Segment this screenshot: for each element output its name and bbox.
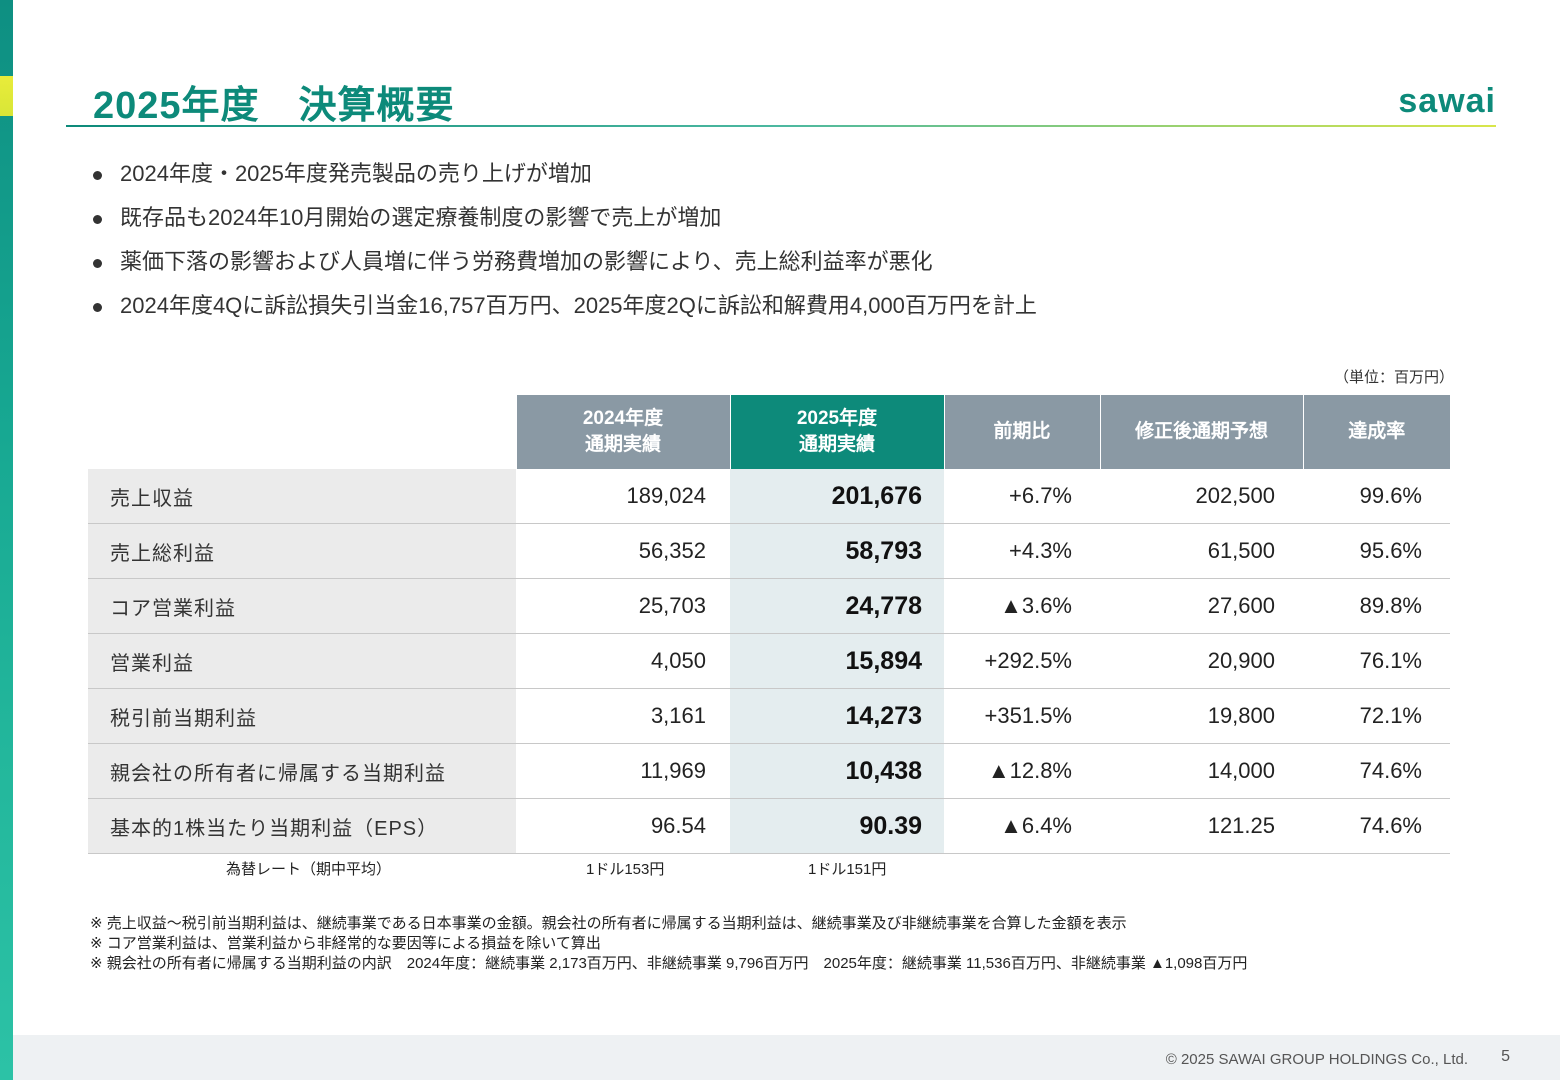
page-title: 2025年度 決算概要 — [93, 85, 455, 127]
fy2024-value: 189,024 — [516, 469, 730, 524]
forecast-value: 61,500 — [1100, 523, 1303, 579]
forecast-value: 20,900 — [1100, 633, 1303, 689]
fy2025-value: 201,676 — [730, 469, 944, 524]
fy2025-value: 24,778 — [730, 578, 944, 634]
row-label: 売上収益 — [88, 469, 516, 524]
row-label: コア営業利益 — [88, 578, 516, 634]
stripe-accent — [0, 76, 13, 116]
copyright-text: © 2025 SAWAI GROUP HOLDINGS Co., Ltd. — [1165, 1051, 1468, 1068]
fx-rate-fy2025: 1ドル151円 — [808, 861, 887, 878]
achievement-value: 99.6% — [1303, 469, 1450, 524]
footnote: ※ 売上収益～税引前当期利益は、継続事業である日本事業の金額。親会社の所有者に帰… — [90, 915, 1127, 932]
fy2024-value: 11,969 — [516, 743, 730, 799]
forecast-value: 27,600 — [1100, 578, 1303, 634]
sawai-logo: sawai — [1398, 82, 1496, 120]
table-row: コア営業利益 25,703 24,778 ▲3.6% 27,600 89.8% — [88, 578, 1450, 634]
bullet-item: 既存品も2024年10月開始の選定療養制度の影響で売上が増加 — [93, 196, 1037, 240]
unit-label: （単位：百万円） — [1334, 369, 1455, 386]
achievement-value: 95.6% — [1303, 523, 1450, 579]
achievement-value: 74.6% — [1303, 743, 1450, 799]
fy2025-value: 14,273 — [730, 688, 944, 744]
left-decorative-stripe — [0, 0, 13, 1080]
forecast-value: 19,800 — [1100, 688, 1303, 744]
achievement-value: 72.1% — [1303, 688, 1450, 744]
table-row: 親会社の所有者に帰属する当期利益 11,969 10,438 ▲12.8% 14… — [88, 743, 1450, 799]
table-row: 税引前当期利益 3,161 14,273 +351.5% 19,800 72.1… — [88, 688, 1450, 744]
row-label: 営業利益 — [88, 633, 516, 689]
yoy-value: ▲12.8% — [944, 743, 1100, 799]
title-divider — [66, 125, 1496, 127]
table-header-row: 2024年度 通期実績 2025年度 通期実績 前期比 修正後通期予想 達成率 — [88, 395, 1450, 469]
yoy-value: ▲3.6% — [944, 578, 1100, 634]
bullet-item: 薬価下落の影響および人員増に伴う労務費増加の影響により、売上総利益率が悪化 — [93, 240, 1037, 284]
forecast-value: 121.25 — [1100, 798, 1303, 854]
header-empty-cell — [88, 395, 516, 469]
row-label: 基本的1株当たり当期利益（EPS） — [88, 798, 516, 854]
row-label: 親会社の所有者に帰属する当期利益 — [88, 743, 516, 799]
bullet-dot-icon — [93, 214, 102, 224]
fy2025-value: 58,793 — [730, 523, 944, 579]
yoy-value: +292.5% — [944, 633, 1100, 689]
table-row: 売上収益 189,024 201,676 +6.7% 202,500 99.6% — [88, 469, 1450, 524]
fy2024-value: 56,352 — [516, 523, 730, 579]
footnote: ※ 親会社の所有者に帰属する当期利益の内訳 2024年度：継続事業 2,173百… — [90, 955, 1248, 972]
header-fy2025: 2025年度 通期実績 — [729, 395, 944, 469]
footnotes: ※ 売上収益～税引前当期利益は、継続事業である日本事業の金額。親会社の所有者に帰… — [90, 914, 1247, 974]
header-yoy: 前期比 — [943, 395, 1100, 469]
fx-rate-label: 為替レート（期中平均） — [226, 861, 392, 878]
achievement-value: 89.8% — [1303, 578, 1450, 634]
table-row: 売上総利益 56,352 58,793 +4.3% 61,500 95.6% — [88, 523, 1450, 579]
summary-bullets: 2024年度・2025年度発売製品の売り上げが増加 既存品も2024年10月開始… — [93, 152, 1037, 328]
achievement-value: 74.6% — [1303, 798, 1450, 854]
table-row: 営業利益 4,050 15,894 +292.5% 20,900 76.1% — [88, 633, 1450, 689]
bullet-item: 2024年度・2025年度発売製品の売り上げが増加 — [93, 152, 1037, 196]
financial-summary-table: 2024年度 通期実績 2025年度 通期実績 前期比 修正後通期予想 達成率 売上… — [88, 395, 1450, 854]
row-label: 税引前当期利益 — [88, 688, 516, 744]
yoy-value: +6.7% — [944, 469, 1100, 524]
forecast-value: 14,000 — [1100, 743, 1303, 799]
fy2024-value: 4,050 — [516, 633, 730, 689]
header-achievement: 達成率 — [1302, 395, 1450, 469]
header-forecast: 修正後通期予想 — [1099, 395, 1303, 469]
fy2025-value: 15,894 — [730, 633, 944, 689]
fy2025-value: 10,438 — [730, 743, 944, 799]
forecast-value: 202,500 — [1100, 469, 1303, 524]
header-fy2024: 2024年度 通期実績 — [515, 395, 730, 469]
yoy-value: +351.5% — [944, 688, 1100, 744]
page-number: 5 — [1501, 1048, 1510, 1065]
achievement-value: 76.1% — [1303, 633, 1450, 689]
fy2024-value: 25,703 — [516, 578, 730, 634]
fy2025-value: 90.39 — [730, 798, 944, 854]
bullet-dot-icon — [93, 258, 102, 268]
bullet-dot-icon — [93, 302, 102, 312]
fy2024-value: 96.54 — [516, 798, 730, 854]
fx-rate-fy2024: 1ドル153円 — [586, 861, 665, 878]
row-label: 売上総利益 — [88, 523, 516, 579]
bullet-item: 2024年度4Qに訴訟損失引当金16,757百万円、2025年度2Qに訴訟和解費… — [93, 284, 1037, 328]
table-row: 基本的1株当たり当期利益（EPS） 96.54 90.39 ▲6.4% 121.… — [88, 798, 1450, 854]
footnote: ※ コア営業利益は、営業利益から非経常的な要因等による損益を除いて算出 — [90, 935, 601, 952]
yoy-value: +4.3% — [944, 523, 1100, 579]
fy2024-value: 3,161 — [516, 688, 730, 744]
footer-bar — [13, 1035, 1560, 1080]
bullet-dot-icon — [93, 170, 102, 180]
yoy-value: ▲6.4% — [944, 798, 1100, 854]
